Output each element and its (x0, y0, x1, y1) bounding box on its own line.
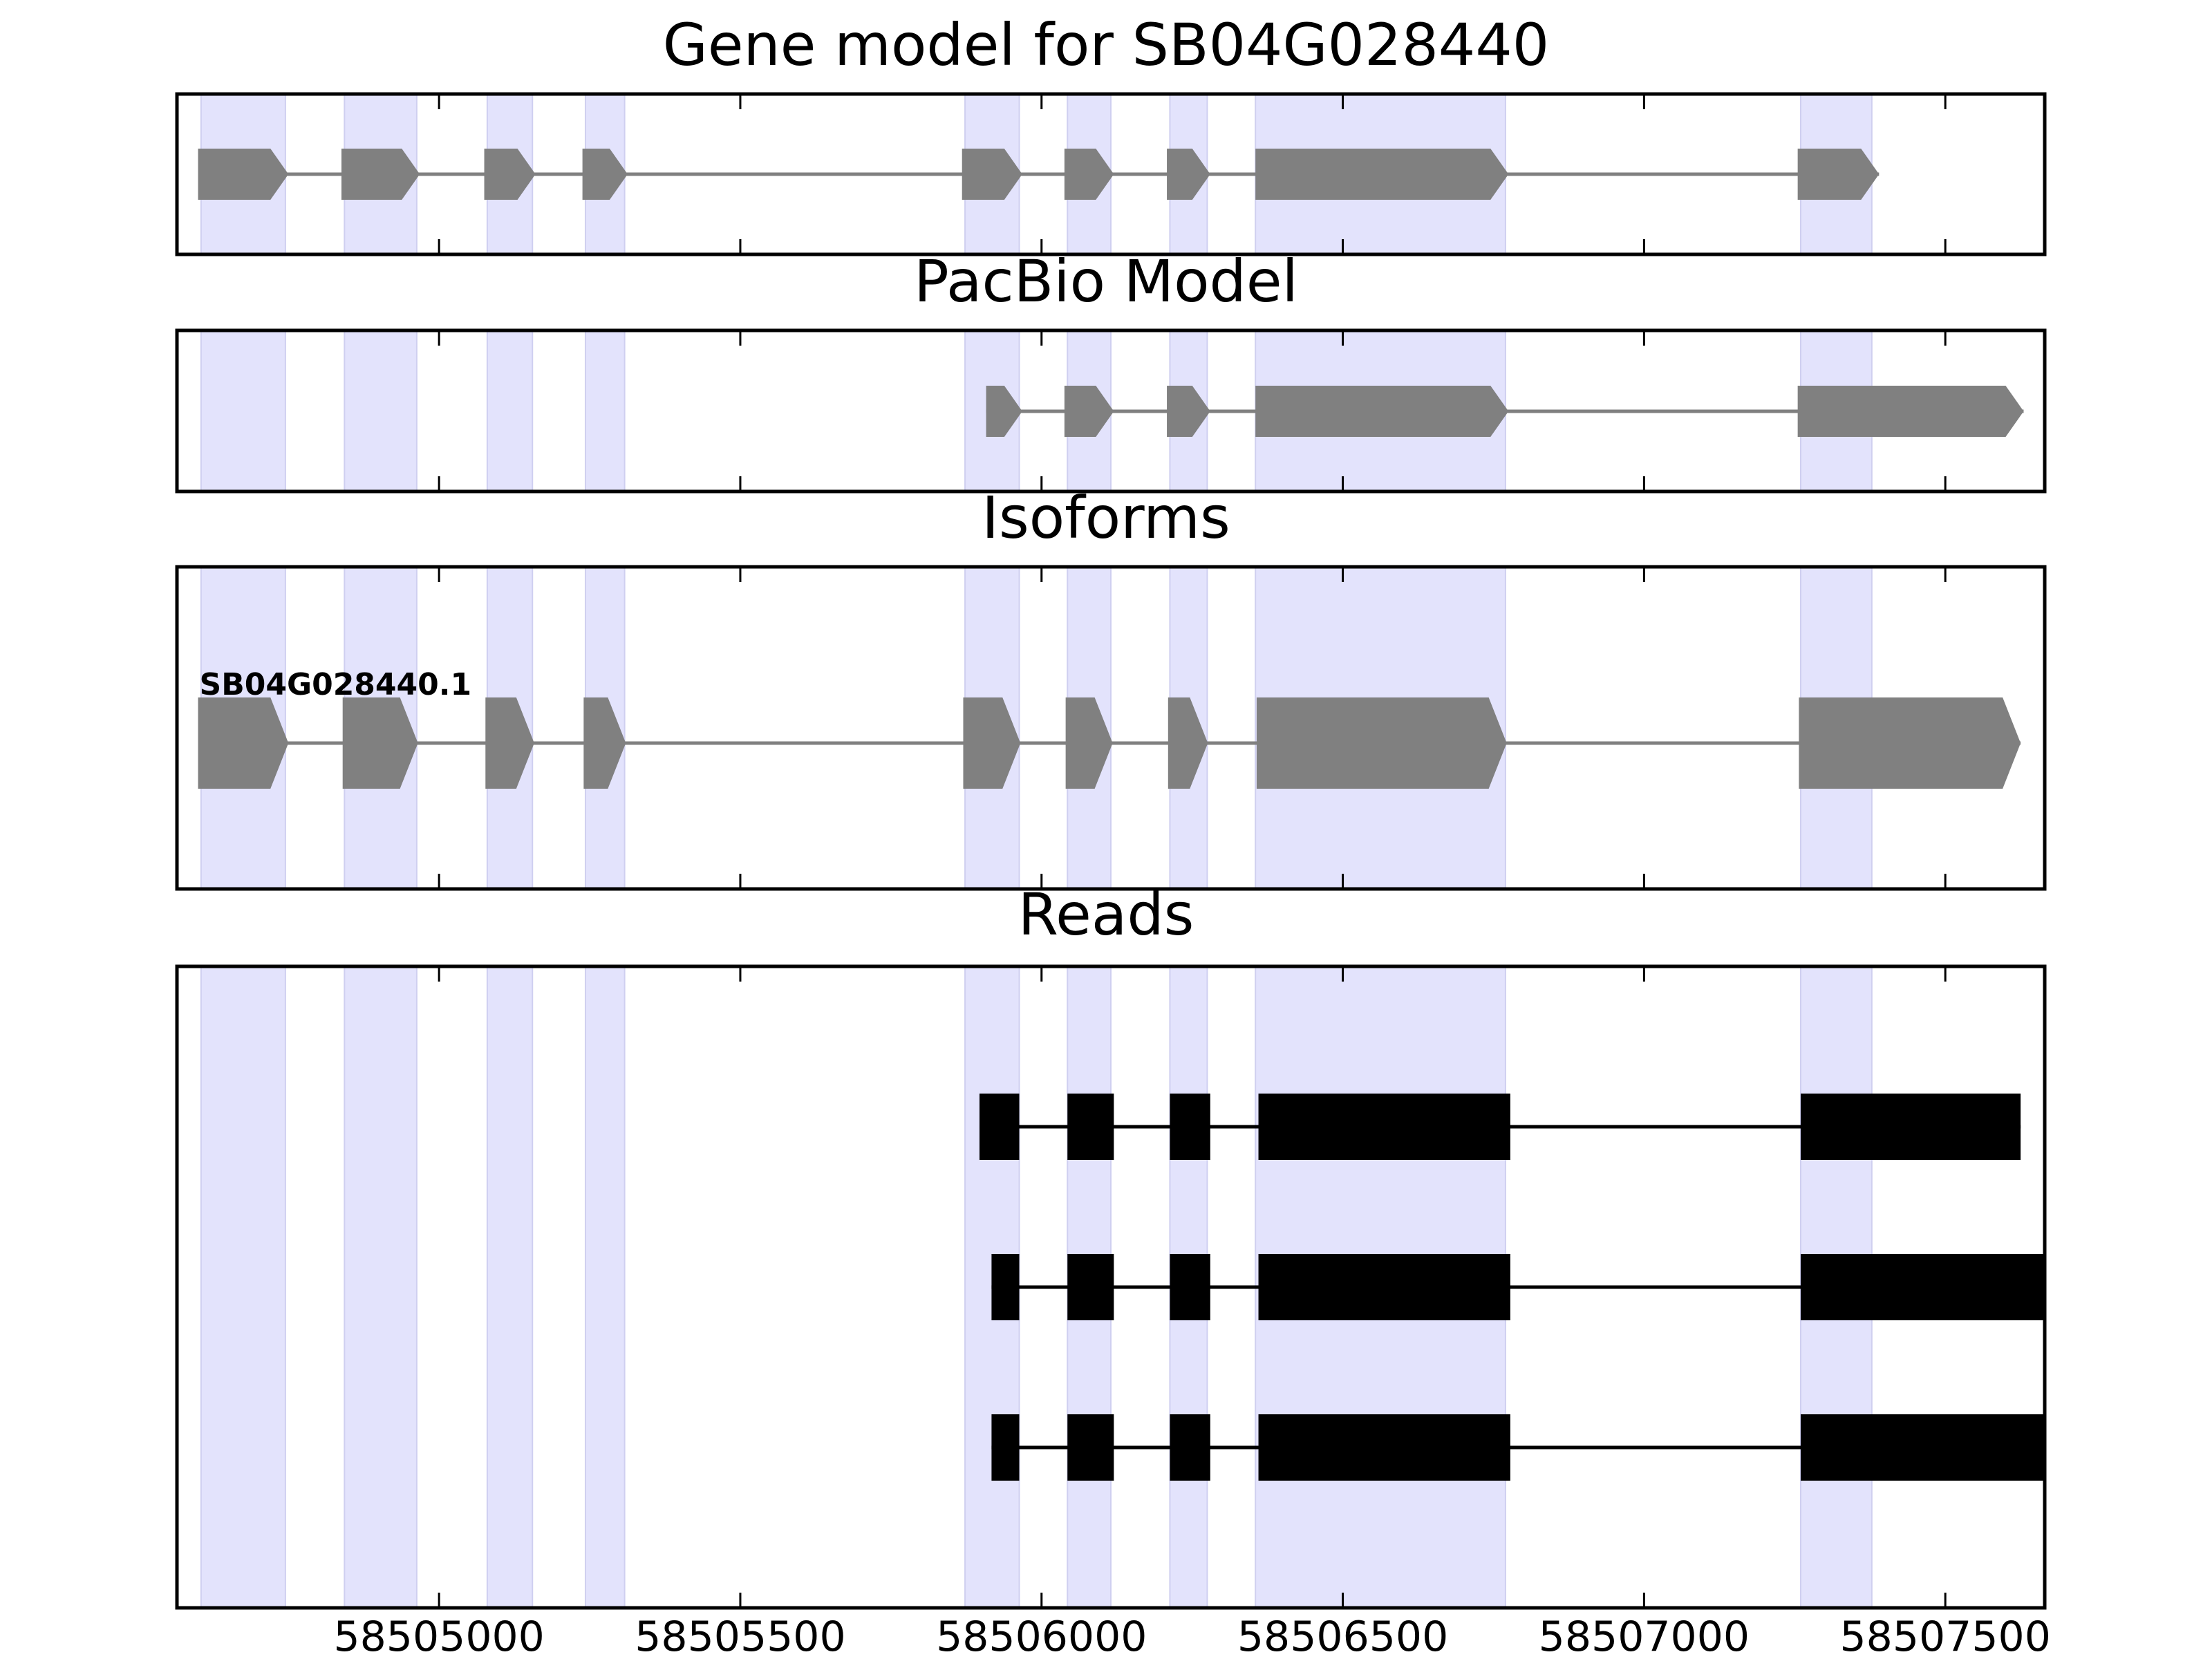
x-tick-label: 58505000 (333, 1613, 544, 1659)
exon-feature (582, 149, 628, 200)
panel-pacbio-model: PacBio Model (175, 247, 2047, 494)
exon-feature (986, 386, 1022, 437)
read-exon (1800, 1254, 2045, 1320)
read-exon (979, 1094, 1020, 1160)
read-exon (1067, 1254, 1114, 1320)
gene-model-track (175, 92, 2047, 256)
isoforms-track: SB04G028440.1 (175, 565, 2047, 891)
highlight-band (344, 330, 418, 491)
x-tick-label: 58506000 (936, 1613, 1147, 1659)
highlight-band (584, 966, 626, 1608)
exon-feature (1065, 697, 1113, 789)
pacbio-model-track (175, 328, 2047, 494)
read-exon (1170, 1414, 1210, 1481)
read-exon (1258, 1414, 1510, 1481)
panel-inner (200, 330, 2024, 491)
exon-feature (1064, 386, 1114, 437)
read-exon (1170, 1094, 1210, 1160)
panel-title-reads: Reads (1018, 881, 1194, 948)
read-exon (1067, 1094, 1114, 1160)
exon-feature (1256, 697, 1507, 789)
panel-frame (175, 565, 2047, 891)
exon-feature (962, 149, 1022, 200)
x-tick-label: 58505500 (635, 1613, 845, 1659)
read-exon (1170, 1254, 1210, 1320)
panel-frame (175, 964, 2047, 1610)
read-exon (1067, 1414, 1114, 1481)
panel-frame (175, 92, 2047, 256)
exon-feature (485, 697, 534, 789)
read-exon (991, 1414, 1020, 1481)
highlight-band (486, 966, 534, 1608)
highlight-band (584, 330, 626, 491)
exon-feature (1797, 386, 2024, 437)
read-exon (1800, 1414, 2045, 1481)
exon-feature (583, 697, 626, 789)
exon-feature (1255, 386, 1509, 437)
panel-inner (200, 966, 2045, 1608)
read-exon (1258, 1254, 1510, 1320)
highlight-band (344, 966, 418, 1608)
exon-feature (341, 149, 420, 200)
exon-feature (342, 697, 418, 789)
isoform-label: SB04G028440.1 (200, 667, 472, 702)
panel-isoforms: Isoforms SB04G028440.1 (175, 484, 2047, 891)
exon-feature (1168, 697, 1208, 789)
read-exon (991, 1254, 1020, 1320)
x-tick-label: 58507500 (1839, 1613, 2050, 1659)
exon-feature (1064, 149, 1114, 200)
panel-inner (198, 94, 1880, 254)
read-exon (1800, 1094, 2021, 1160)
exon-feature (1167, 386, 1210, 437)
x-axis-tick-labels: 58505000 58505500 58506000 58506500 5850… (333, 1613, 2050, 1659)
exon-feature (1167, 149, 1210, 200)
reads-track (175, 964, 2047, 1610)
panel-title-isoforms: Isoforms (982, 484, 1230, 552)
panel-title-gene-model: Gene model for SB04G028440 (663, 11, 1549, 79)
highlight-band (486, 330, 534, 491)
exon-feature (1255, 149, 1509, 200)
exon-feature (963, 697, 1021, 789)
highlight-band (200, 966, 286, 1608)
panel-inner (198, 567, 2021, 889)
panel-gene-model: Gene model for SB04G028440 (175, 11, 2047, 256)
panel-reads: Reads (175, 881, 2047, 1610)
read-exon (1258, 1094, 1510, 1160)
x-tick-label: 58506500 (1237, 1613, 1448, 1659)
exon-feature (484, 149, 536, 200)
x-tick-label: 58507000 (1539, 1613, 1750, 1659)
exon-feature (198, 697, 289, 789)
exon-feature (198, 149, 289, 200)
highlight-band (200, 330, 286, 491)
panel-title-pacbio-model: PacBio Model (914, 247, 1298, 315)
exon-feature (1799, 697, 2021, 789)
panel-frame (175, 328, 2047, 494)
exon-feature (1797, 149, 1880, 200)
